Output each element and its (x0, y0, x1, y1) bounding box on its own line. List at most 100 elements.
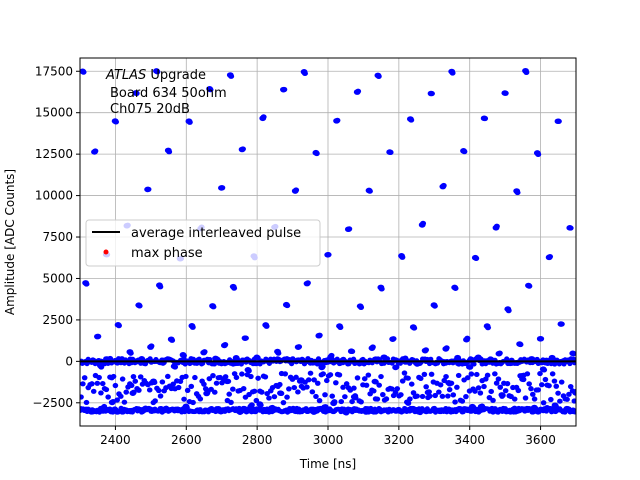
data-point (183, 404, 190, 411)
data-point (340, 384, 346, 390)
data-point (80, 69, 87, 75)
data-point (301, 70, 308, 77)
data-point (548, 396, 554, 403)
data-point (251, 388, 258, 394)
data-point (420, 220, 427, 226)
data-point (248, 402, 255, 408)
data-point (127, 350, 134, 356)
data-point (98, 390, 104, 396)
data-point (304, 280, 311, 286)
data-point (354, 375, 361, 381)
data-point (383, 396, 390, 402)
data-point (296, 378, 303, 384)
data-point (136, 303, 143, 309)
data-point (207, 87, 214, 93)
data-point (189, 324, 196, 330)
data-point (549, 371, 556, 377)
data-point (375, 73, 382, 79)
data-point (479, 403, 486, 409)
data-point (110, 373, 117, 380)
data-point (539, 382, 545, 388)
data-point (338, 398, 345, 405)
data-point (170, 381, 177, 387)
data-point (89, 381, 95, 387)
data-point (369, 344, 376, 350)
data-point (405, 400, 412, 406)
data-point (255, 375, 261, 381)
data-point (222, 374, 229, 380)
legend-dot-swatch (103, 249, 109, 255)
data-point (80, 394, 84, 400)
data-point (473, 371, 480, 378)
annotation-board: Board 634 50ohm (110, 86, 227, 101)
data-point (455, 372, 462, 379)
data-point (175, 384, 182, 391)
data-point (263, 323, 270, 329)
data-point (222, 341, 229, 348)
data-point (277, 381, 283, 388)
y-tick-label: 12500 (35, 147, 73, 161)
data-point (517, 341, 524, 348)
data-point (567, 225, 574, 231)
data-point (329, 393, 336, 399)
data-point (152, 398, 158, 404)
data-point (183, 373, 189, 380)
data-point (234, 356, 241, 362)
data-point (118, 393, 124, 399)
data-point (213, 355, 220, 362)
data-point (164, 373, 171, 380)
data-point (454, 384, 460, 390)
data-point (146, 387, 153, 393)
data-point (540, 400, 547, 406)
data-point (497, 384, 504, 390)
data-point (327, 372, 334, 378)
data-point (401, 370, 408, 376)
data-point (532, 405, 539, 411)
y-tick-label: 7500 (42, 230, 73, 244)
y-axis: −2500 0 2500 5000 7500 10000 12500 15000 17500 (32, 64, 80, 410)
data-point (428, 90, 435, 97)
data-point (94, 380, 101, 386)
data-point (137, 374, 144, 380)
data-point (358, 399, 364, 405)
data-point (471, 361, 477, 367)
data-point (130, 389, 137, 395)
data-point (567, 361, 573, 367)
data-point (493, 380, 500, 386)
data-point (370, 388, 377, 394)
data-point (316, 398, 323, 404)
data-point (92, 148, 99, 154)
data-point (441, 377, 448, 384)
data-point (172, 364, 179, 370)
data-point (83, 399, 90, 406)
data-point (228, 73, 235, 79)
legend-box (85, 219, 321, 267)
data-point (352, 395, 359, 401)
y-tick-label: 10000 (35, 189, 73, 203)
data-point (155, 387, 162, 394)
data-point (528, 386, 534, 392)
annotation: ATLAS Upgrade Board 634 50ohm Ch075 20dB (105, 68, 227, 117)
data-point (271, 394, 278, 400)
data-point (206, 376, 213, 382)
data-point (470, 404, 477, 410)
data-point (293, 187, 300, 193)
data-point (490, 397, 496, 403)
data-point (567, 383, 574, 390)
data-point (307, 370, 314, 376)
data-point (166, 149, 173, 155)
data-point (546, 383, 552, 389)
data-point (275, 350, 282, 356)
data-point (464, 335, 471, 341)
data-point (349, 398, 355, 405)
data-point (472, 388, 478, 394)
data-point (169, 337, 176, 343)
x-tick-label: 3600 (525, 433, 556, 447)
data-point (417, 409, 424, 416)
data-point (192, 374, 198, 381)
data-point (542, 376, 549, 383)
data-point (197, 396, 204, 402)
data-point (452, 399, 458, 405)
data-point (334, 117, 341, 123)
data-point (473, 255, 480, 261)
